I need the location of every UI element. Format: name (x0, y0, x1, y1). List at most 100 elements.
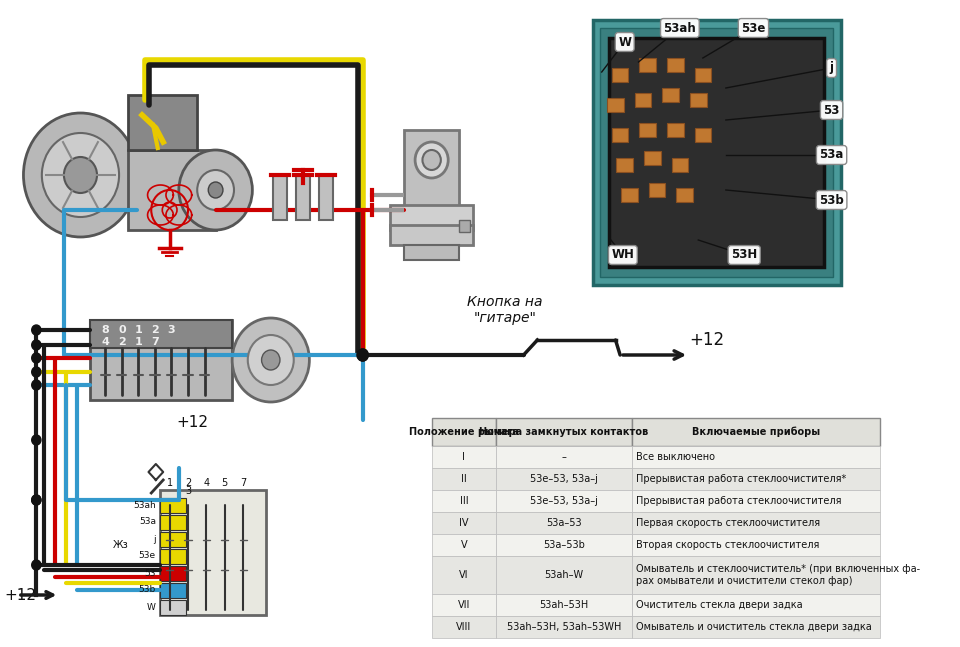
Text: 2: 2 (151, 325, 158, 335)
FancyBboxPatch shape (432, 512, 496, 534)
FancyBboxPatch shape (592, 20, 841, 285)
FancyBboxPatch shape (632, 418, 880, 446)
Text: 53ah: 53ah (133, 501, 156, 509)
FancyBboxPatch shape (160, 515, 186, 530)
Text: 53b: 53b (138, 586, 156, 595)
Text: 53ah–W: 53ah–W (544, 570, 584, 580)
FancyBboxPatch shape (632, 616, 880, 638)
Circle shape (64, 157, 97, 193)
FancyBboxPatch shape (129, 95, 197, 150)
FancyBboxPatch shape (432, 446, 496, 468)
Circle shape (357, 349, 369, 361)
Text: 3: 3 (185, 486, 191, 496)
FancyBboxPatch shape (695, 68, 711, 82)
Circle shape (32, 325, 41, 335)
FancyBboxPatch shape (459, 220, 470, 232)
Text: WH: WH (612, 248, 635, 261)
Text: 53a: 53a (820, 149, 844, 162)
Text: 53a–53: 53a–53 (546, 518, 582, 528)
Text: 53ah–53H: 53ah–53H (540, 600, 588, 610)
FancyBboxPatch shape (635, 93, 652, 107)
Circle shape (415, 142, 448, 178)
FancyBboxPatch shape (496, 534, 632, 556)
FancyBboxPatch shape (632, 556, 880, 594)
Text: 1: 1 (134, 337, 142, 347)
FancyBboxPatch shape (649, 183, 665, 197)
Text: +12: +12 (689, 331, 724, 349)
FancyBboxPatch shape (404, 245, 459, 260)
FancyBboxPatch shape (672, 158, 688, 172)
Circle shape (32, 495, 41, 505)
FancyBboxPatch shape (632, 468, 880, 490)
Text: 53a: 53a (139, 518, 156, 527)
FancyBboxPatch shape (319, 175, 333, 220)
Text: Прерывистая работа стеклоочистителя*: Прерывистая работа стеклоочистителя* (636, 474, 846, 484)
Text: W: W (618, 36, 632, 49)
Circle shape (197, 170, 234, 210)
FancyBboxPatch shape (609, 38, 825, 267)
FancyBboxPatch shape (644, 151, 660, 165)
Text: 3: 3 (168, 325, 176, 335)
Circle shape (32, 353, 41, 363)
Text: II: II (461, 474, 467, 484)
Circle shape (42, 133, 119, 217)
FancyBboxPatch shape (296, 175, 310, 220)
FancyBboxPatch shape (432, 534, 496, 556)
FancyBboxPatch shape (496, 468, 632, 490)
Text: 1: 1 (134, 325, 142, 335)
Text: 53a–53b: 53a–53b (543, 540, 585, 550)
FancyBboxPatch shape (496, 616, 632, 638)
Text: VII: VII (458, 600, 470, 610)
Text: I: I (463, 452, 466, 462)
Text: VIII: VIII (456, 622, 471, 632)
Text: j: j (154, 534, 156, 543)
FancyBboxPatch shape (496, 446, 632, 468)
FancyBboxPatch shape (496, 490, 632, 512)
FancyBboxPatch shape (432, 418, 496, 446)
Text: V: V (461, 540, 468, 550)
FancyBboxPatch shape (273, 175, 287, 220)
Text: 53e: 53e (139, 551, 156, 560)
Text: +12: +12 (5, 587, 36, 602)
Text: 2: 2 (118, 337, 126, 347)
Text: Все выключено: Все выключено (636, 452, 715, 462)
Text: 4: 4 (102, 337, 109, 347)
FancyBboxPatch shape (432, 594, 496, 616)
Circle shape (32, 495, 41, 505)
FancyBboxPatch shape (432, 616, 496, 638)
FancyBboxPatch shape (391, 205, 473, 230)
FancyBboxPatch shape (89, 320, 232, 400)
Text: Номера замкнутых контактов: Номера замкнутых контактов (479, 427, 649, 437)
FancyBboxPatch shape (639, 123, 656, 137)
FancyBboxPatch shape (632, 534, 880, 556)
FancyBboxPatch shape (639, 58, 656, 72)
FancyBboxPatch shape (632, 594, 880, 616)
Circle shape (208, 182, 223, 198)
FancyBboxPatch shape (160, 549, 186, 564)
FancyBboxPatch shape (662, 88, 679, 102)
Text: 8: 8 (102, 325, 109, 335)
FancyBboxPatch shape (676, 188, 693, 202)
Text: 53ah–53H, 53ah–53WH: 53ah–53H, 53ah–53WH (507, 622, 621, 632)
Circle shape (422, 150, 441, 170)
Text: Включаемые приборы: Включаемые приборы (692, 427, 820, 437)
FancyBboxPatch shape (496, 594, 632, 616)
Circle shape (248, 335, 294, 385)
FancyBboxPatch shape (160, 498, 186, 513)
Text: 1: 1 (167, 478, 173, 488)
FancyBboxPatch shape (632, 512, 880, 534)
FancyBboxPatch shape (616, 158, 633, 172)
Text: Первая скорость стеклоочистителя: Первая скорость стеклоочистителя (636, 518, 820, 528)
Text: III: III (460, 496, 468, 506)
FancyBboxPatch shape (496, 556, 632, 594)
FancyBboxPatch shape (621, 188, 637, 202)
Text: 53: 53 (144, 569, 156, 578)
FancyBboxPatch shape (612, 128, 629, 142)
Text: j: j (829, 61, 833, 74)
Circle shape (32, 560, 41, 570)
Circle shape (32, 340, 41, 350)
Circle shape (32, 435, 41, 445)
Text: 5: 5 (222, 478, 228, 488)
FancyBboxPatch shape (690, 93, 707, 107)
FancyBboxPatch shape (432, 490, 496, 512)
